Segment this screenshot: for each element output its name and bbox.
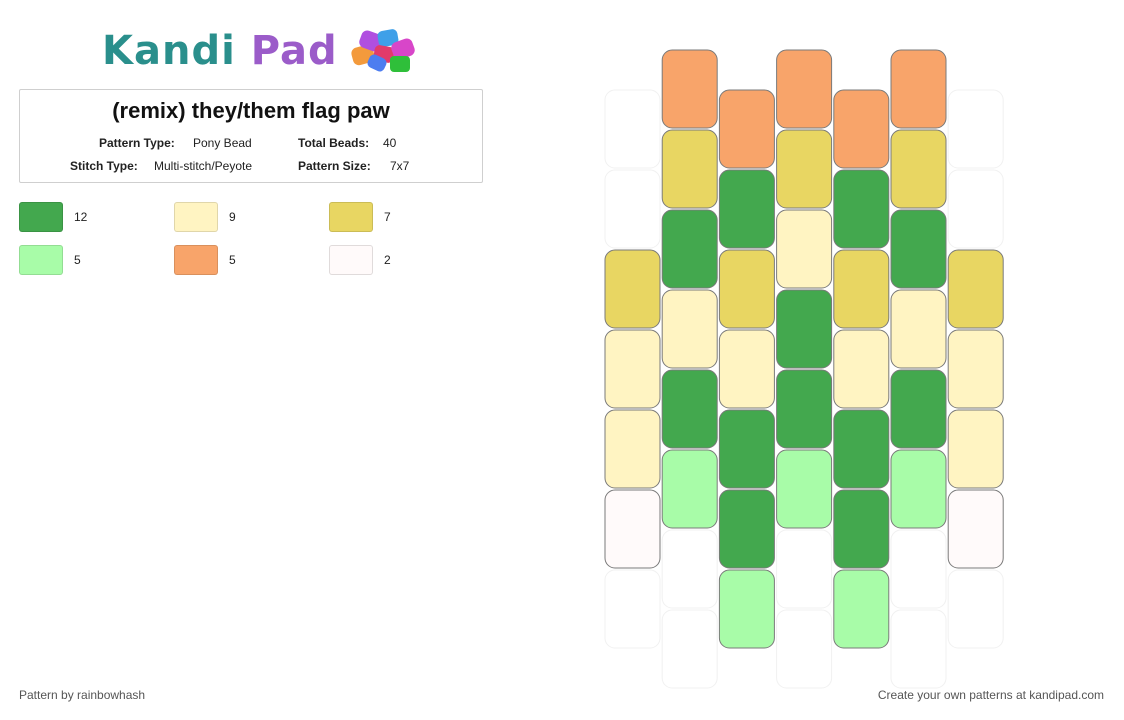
total-beads-value: 40: [383, 136, 397, 150]
bead-count: 5: [229, 253, 236, 267]
color-swatch: [19, 202, 63, 232]
bead-green: [776, 289, 833, 369]
stitch-type-value-wrap: Multi-stitch/Peyote: [154, 159, 252, 173]
pattern-type-label: Pattern Type:: [99, 136, 175, 150]
stitch-type-label: Stitch Type:: [70, 159, 138, 173]
pattern-credit: Pattern by rainbowhash: [19, 688, 146, 702]
bead-orange: [833, 89, 890, 169]
kandipad-logo[interactable]: Kandi Pad: [102, 26, 424, 76]
color-swatch: [174, 245, 218, 275]
bead-count: 7: [384, 210, 391, 224]
bead-green: [833, 409, 890, 489]
empty-bead-slot: [661, 529, 718, 609]
empty-bead-slot: [604, 569, 661, 649]
bead-count: 5: [74, 253, 81, 267]
bead-green: [661, 209, 718, 289]
bead-yellow: [890, 129, 947, 209]
bead-lightgreen: [776, 449, 833, 529]
bead-green: [833, 489, 890, 569]
bead-orange: [718, 89, 775, 169]
color-swatch: [19, 245, 63, 275]
bead-green: [890, 369, 947, 449]
stitch-type-value: Multi-stitch/Peyote: [154, 159, 253, 173]
bead-orange: [776, 49, 833, 129]
pattern-size-label: Pattern Size:: [298, 159, 371, 173]
pattern-type-value-wrap: Pony Bead: [193, 136, 252, 150]
bead-cream: [947, 329, 1004, 409]
empty-bead-slot: [604, 89, 661, 169]
legend-item: 5: [174, 245, 236, 275]
bead-count: 2: [384, 253, 391, 267]
bead-lightgreen: [661, 449, 718, 529]
empty-bead-slot: [947, 89, 1004, 169]
pattern-info-panel: (remix) they/them flag paw Pattern Type:…: [19, 89, 483, 183]
bead-cream: [661, 289, 718, 369]
stitch-type-row: Stitch Type:: [70, 159, 138, 173]
bead-green: [661, 369, 718, 449]
color-swatch: [174, 202, 218, 232]
total-beads-value-wrap: 40: [383, 136, 396, 150]
empty-bead-slot: [890, 609, 947, 689]
bead-count: 9: [229, 210, 236, 224]
bead-yellow: [661, 129, 718, 209]
bead-yellow: [776, 129, 833, 209]
bead-green: [833, 169, 890, 249]
logo-text-kandi: Kandi: [102, 28, 236, 74]
pattern-size-value: 7x7: [390, 159, 410, 173]
empty-bead-slot: [947, 169, 1004, 249]
bead-orange: [890, 49, 947, 129]
legend-item: 5: [19, 245, 81, 275]
color-swatch: [329, 245, 373, 275]
bead-white: [604, 489, 661, 569]
bead-cream: [718, 329, 775, 409]
empty-bead-slot: [604, 169, 661, 249]
bead-count: 12: [74, 210, 88, 224]
pattern-size-value-wrap: 7x7: [390, 159, 409, 173]
bead-green: [776, 369, 833, 449]
empty-bead-slot: [947, 569, 1004, 649]
create-patterns-link[interactable]: Create your own patterns at kandipad.com: [877, 688, 1104, 702]
logo-wordmark: Kandi Pad: [102, 28, 338, 74]
total-beads-row: Total Beads:: [298, 136, 369, 150]
legend-item: 9: [174, 202, 236, 232]
legend-item: 7: [329, 202, 391, 232]
empty-bead-slot: [890, 529, 947, 609]
beads-icon: [351, 29, 415, 72]
bead-lightgreen: [718, 569, 775, 649]
bead-yellow: [604, 249, 661, 329]
bead-lightgreen: [890, 449, 947, 529]
pattern-type-row: Pattern Type:: [99, 136, 175, 150]
bead-cream: [833, 329, 890, 409]
empty-bead-slot: [661, 609, 718, 689]
total-beads-label: Total Beads:: [298, 136, 370, 150]
bead-orange: [661, 49, 718, 129]
bead-cream: [776, 209, 833, 289]
empty-bead-slot: [776, 529, 833, 609]
bead-cream: [604, 329, 661, 409]
bead-green: [890, 209, 947, 289]
pattern-size-row: Pattern Size:: [298, 159, 371, 173]
bead-green: [718, 169, 775, 249]
color-swatch: [329, 202, 373, 232]
bead-yellow: [833, 249, 890, 329]
pattern-type-value: Pony Bead: [193, 136, 252, 150]
pattern-title: (remix) they/them flag paw: [112, 98, 390, 123]
bead-cream: [890, 289, 947, 369]
bead-white: [947, 489, 1004, 569]
legend-item: 2: [329, 245, 391, 275]
bead-green: [718, 409, 775, 489]
legend-item: 12: [19, 202, 87, 232]
bead-lightgreen: [833, 569, 890, 649]
empty-bead-slot: [776, 609, 833, 689]
bead-cream: [604, 409, 661, 489]
logo-text-pad: Pad: [250, 28, 338, 74]
bead-yellow: [947, 249, 1004, 329]
bead-green: [718, 489, 775, 569]
bead-cream: [947, 409, 1004, 489]
bead-yellow: [718, 249, 775, 329]
